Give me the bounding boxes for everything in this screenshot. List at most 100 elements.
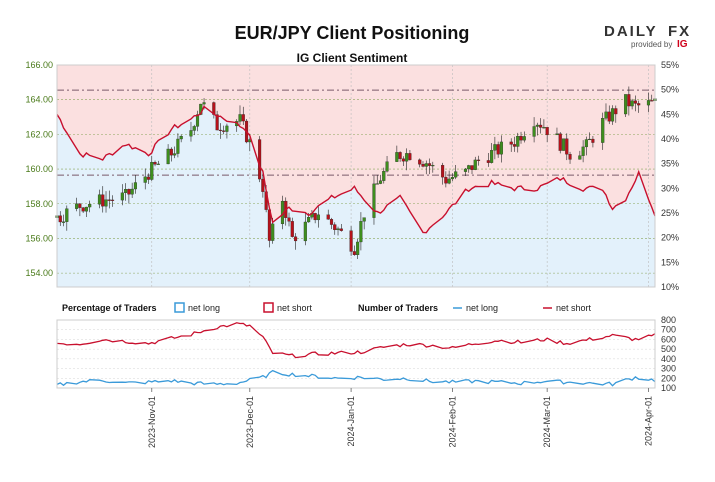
candle-body-101: [516, 135, 520, 147]
candle-body-55: [307, 216, 311, 223]
candle-body-12: [107, 199, 111, 201]
candle-body-100: [512, 144, 517, 147]
candle-body-58: [316, 214, 320, 221]
candle-body-96: [493, 144, 497, 151]
pct-tick-label-0: 10%: [661, 282, 679, 292]
candle-body-59: [326, 214, 330, 220]
legend-swatch-net-long-pct: [174, 302, 185, 313]
x-tick-label-1: 2023-Dec-01: [245, 396, 255, 448]
price-tick-label-6: 166.00: [25, 60, 53, 70]
chart-title: EUR/JPY Client Positioning: [235, 23, 470, 43]
chart-subtitle: IG Client Sentiment: [297, 51, 408, 65]
count-series-net-long: [56, 369, 656, 387]
candle-body-127: [633, 100, 637, 104]
candle-body-64: [349, 230, 353, 252]
candle-body-9: [97, 194, 102, 205]
candle-body-41: [241, 114, 245, 122]
trader-count-border: [56, 319, 656, 389]
candle-body-120: [604, 111, 608, 119]
net-short-pct-line: [56, 105, 656, 234]
candle-body-68: [362, 217, 366, 222]
candle-body-123: [614, 108, 618, 115]
legend-net-short-pct: net short: [277, 303, 313, 313]
candle-body-66: [356, 241, 360, 256]
candle-body-80: [421, 164, 425, 167]
candle-body-108: [545, 127, 549, 136]
pct-tick-label-7: 45%: [661, 109, 679, 119]
candle-body-114: [578, 155, 582, 160]
candle-body-67: [359, 221, 363, 243]
candle-body-76: [401, 158, 405, 162]
pct-tick-label-6: 40%: [661, 134, 679, 144]
candle-body-126: [630, 100, 634, 107]
candle-body-62: [336, 228, 340, 231]
candle-body-75: [398, 152, 402, 159]
candle-body-72: [382, 171, 386, 181]
price-chart-border: [56, 64, 656, 288]
candle-body-121: [607, 111, 611, 122]
legend-swatch-net-short-pct: [263, 302, 274, 313]
candle-body-95: [490, 150, 494, 163]
candle-body-4: [75, 203, 79, 209]
brand-name-left: DAILY: [604, 23, 658, 40]
candle-body-106: [539, 124, 543, 128]
candle-body-109: [555, 133, 559, 136]
candle-body-86: [447, 178, 451, 184]
count-tick-label-4: 500: [661, 344, 676, 354]
brand-name-right: FX: [668, 23, 691, 40]
candle-body-91: [470, 165, 474, 170]
pct-tick-label-9: 55%: [661, 60, 679, 70]
candle-body-37: [222, 130, 226, 132]
candle-body-115: [581, 146, 585, 156]
candle-body-14: [120, 192, 124, 201]
candle-body-73: [385, 161, 389, 172]
candle-body-124: [624, 94, 628, 115]
pct-tick-label-1: 15%: [661, 257, 679, 267]
candle-body-17: [130, 188, 134, 195]
legend-net-short-count: net short: [556, 303, 592, 313]
candle-body-103: [522, 136, 526, 141]
candle-body-54: [303, 221, 307, 242]
candle-body-107: [542, 127, 546, 129]
candle-body-18: [133, 182, 137, 190]
pct-tick-label-8: 50%: [661, 85, 679, 95]
x-tick-label-0: 2023-Nov-01: [147, 396, 157, 448]
candle-body-125: [627, 94, 631, 107]
candle-body-48: [271, 223, 275, 241]
candle-body-79: [418, 159, 422, 165]
candle-body-117: [588, 138, 592, 141]
x-axis: 2023-Nov-01 2023-Dec-01 2024-Jan-01 2024-Fe…: [147, 388, 653, 448]
candle-body-40: [238, 114, 242, 122]
candle-body-77: [405, 153, 409, 162]
candle-body-23: [156, 163, 160, 165]
candle-body-88: [454, 171, 458, 178]
candle-body-98: [499, 141, 503, 155]
candle-body-26: [173, 153, 177, 156]
count-tick-label-3: 400: [661, 354, 676, 364]
candle-body-128: [637, 103, 641, 106]
candle-body-87: [450, 177, 454, 180]
brand-provided-by: provided by: [631, 40, 672, 49]
candle-body-97: [496, 144, 500, 155]
candle-body-21: [150, 161, 154, 180]
legend-net-long-count: net long: [466, 303, 498, 313]
count-tick-label-2: 300: [661, 364, 676, 374]
candle-body-104: [532, 126, 536, 137]
candle-body-61: [333, 224, 337, 231]
candle-body-33: [202, 102, 206, 105]
candle-body-78: [408, 153, 412, 161]
candle-body-71: [378, 180, 383, 184]
candle-body-2: [61, 221, 66, 223]
pct-tick-label-4: 30%: [661, 183, 679, 193]
legend-percentage-heading: Percentage of Traders: [62, 303, 157, 313]
candle-body-13: [110, 199, 115, 201]
price-tick-label-2: 158.00: [25, 199, 53, 209]
pct-tick-label-3: 25%: [661, 208, 679, 218]
candle-body-113: [568, 154, 572, 160]
brand-ig: IG: [677, 39, 688, 50]
candle-body-74: [395, 152, 399, 162]
candle-body-38: [225, 125, 229, 132]
candle-body-81: [424, 163, 428, 167]
